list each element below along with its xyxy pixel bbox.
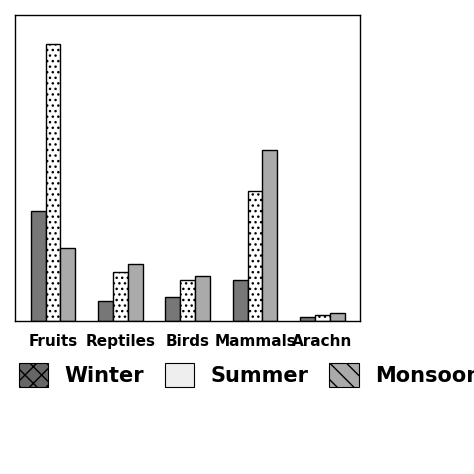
Bar (315, 315, 330, 321)
Bar (128, 264, 143, 321)
Bar (263, 150, 277, 321)
Bar (98, 301, 113, 321)
Bar (300, 317, 315, 321)
Bar (31, 211, 46, 321)
Bar (233, 281, 247, 321)
Legend: Winter, Summer, Monsoon: Winter, Summer, Monsoon (18, 364, 474, 387)
Bar (247, 191, 263, 321)
Bar (113, 272, 128, 321)
Bar (195, 276, 210, 321)
Bar (180, 281, 195, 321)
Bar (60, 248, 75, 321)
Bar (165, 297, 180, 321)
Bar (46, 44, 60, 321)
Bar (330, 313, 345, 321)
